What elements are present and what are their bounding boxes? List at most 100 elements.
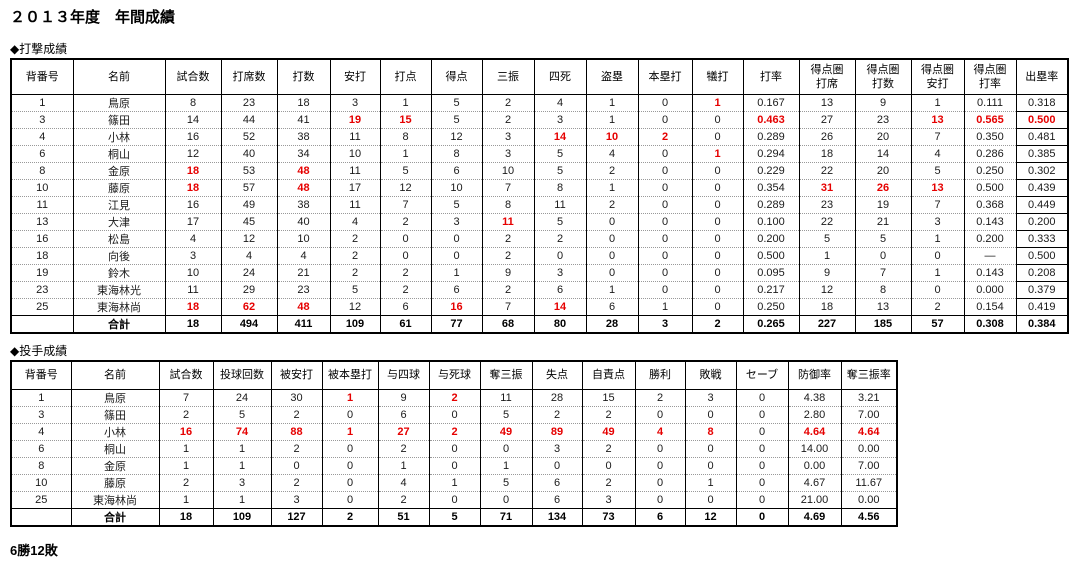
stat-cell: 0 (691, 281, 744, 299)
stat-cell: 2 (428, 423, 481, 441)
stat-cell: 20 (854, 128, 912, 146)
stat-cell: 0.565 (963, 111, 1017, 129)
stat-cell: 9 (854, 94, 912, 112)
stat-cell: 0 (581, 457, 636, 475)
jersey-number-cell: 8 (10, 457, 72, 475)
stat-cell: 0 (637, 247, 693, 265)
stat-cell: 109 (329, 315, 381, 333)
stat-cell: 5 (430, 196, 483, 214)
stat-cell: 12 (684, 508, 737, 526)
stat-cell: 5 (479, 474, 533, 492)
player-name-cell: 向後 (72, 247, 166, 265)
stat-cell: 3.21 (840, 389, 898, 407)
stat-cell: 0 (637, 94, 693, 112)
stat-cell: 3 (531, 440, 583, 458)
stat-cell: 1 (379, 94, 432, 112)
stat-cell: 0.289 (742, 196, 800, 214)
column-header: 得点圏 打率 (963, 59, 1017, 95)
column-header: 試合数 (164, 59, 222, 95)
jersey-number-cell: 10 (10, 179, 74, 197)
stat-cell: 0 (270, 457, 323, 475)
stat-cell: 0 (634, 440, 686, 458)
stat-cell: 49 (479, 423, 533, 441)
stat-cell: 0.217 (742, 281, 800, 299)
stat-cell: 0 (379, 230, 432, 248)
stat-cell: 1 (479, 457, 533, 475)
stat-cell: 0.500 (742, 247, 800, 265)
stat-cell: 1 (212, 440, 272, 458)
player-name-cell: 篠田 (70, 406, 160, 424)
player-row: 10 藤原 2 3 2 0 4 1 5 6 2 0 1 0 4.67 11.67 (10, 474, 898, 492)
stat-cell: 2 (634, 389, 686, 407)
stat-cell: 21 (854, 213, 912, 231)
player-row: 1 鳥原 7 24 30 1 9 2 11 28 15 2 3 0 4.38 3.21 (10, 389, 898, 407)
stat-cell: 2 (585, 196, 639, 214)
stat-cell: 1 (585, 179, 639, 197)
stat-cell: 0.167 (742, 94, 800, 112)
stat-cell: 0 (910, 247, 965, 265)
stat-cell: ― (963, 247, 1017, 265)
stat-cell: 5 (379, 162, 432, 180)
column-header: 四死 (533, 59, 587, 95)
stat-cell: 9 (377, 389, 430, 407)
stat-cell: 0.200 (1015, 213, 1069, 231)
stat-cell: 2 (379, 281, 432, 299)
stat-cell: 23 (276, 281, 331, 299)
stat-cell: 0 (691, 111, 744, 129)
stat-cell: 0 (684, 457, 737, 475)
stat-cell: 27 (377, 423, 430, 441)
column-header: 打点 (379, 59, 432, 95)
stat-cell: 16 (430, 298, 483, 316)
player-row: 25 東海林尚 18 62 48 12 6 16 7 14 6 1 0 0.250 18 13 2 0.154 0.… (10, 298, 1069, 316)
stat-cell: 3 (212, 474, 272, 492)
stat-cell: 2 (270, 406, 323, 424)
stat-cell: 38 (276, 128, 331, 146)
column-header: 犠打 (691, 59, 744, 95)
player-row: 6 桐山 1 1 2 0 2 0 0 3 2 0 0 0 14.00 0.00 (10, 440, 898, 458)
stat-cell: 10 (430, 179, 483, 197)
stat-cell: 80 (533, 315, 587, 333)
stat-cell: 8 (430, 145, 483, 163)
stat-cell: 2 (481, 247, 535, 265)
stat-cell: 3 (910, 213, 965, 231)
stat-cell: 22 (798, 162, 856, 180)
stat-cell: 0.143 (963, 213, 1017, 231)
stat-cell: 19 (329, 111, 381, 129)
stat-cell: 19 (854, 196, 912, 214)
stat-cell: 0 (321, 457, 379, 475)
stat-cell: 2 (379, 264, 432, 282)
stat-cell: 2 (481, 94, 535, 112)
stat-cell: 12 (430, 128, 483, 146)
stat-cell: 6 (531, 491, 583, 509)
stat-cell: 4.38 (787, 389, 842, 407)
stat-cell: 28 (585, 315, 639, 333)
stat-cell: 15 (379, 111, 432, 129)
stat-cell: 11 (329, 196, 381, 214)
stat-cell: 8 (854, 281, 912, 299)
stat-cell: 2 (637, 128, 693, 146)
stat-cell: 4 (533, 94, 587, 112)
stat-cell: 89 (531, 423, 583, 441)
player-row: 3 篠田 14 44 41 19 15 5 2 3 1 0 0 0.463 27 23 13 0.565 0.500 (10, 111, 1069, 129)
stat-cell: 2.80 (787, 406, 842, 424)
stat-cell: 0 (910, 281, 965, 299)
stat-cell: 5 (533, 145, 587, 163)
stat-cell: 0 (428, 440, 481, 458)
stat-cell: 6 (585, 298, 639, 316)
stat-cell: 0 (428, 406, 481, 424)
stat-cell: 1 (910, 94, 965, 112)
stat-cell: 0 (691, 230, 744, 248)
stat-cell: 10 (585, 128, 639, 146)
player-name-cell: 鳥原 (70, 389, 160, 407)
stat-cell: 4.67 (787, 474, 842, 492)
player-row: 3 篠田 2 5 2 0 6 0 5 2 2 0 0 0 2.80 7.00 (10, 406, 898, 424)
column-header: 打率 (742, 59, 800, 95)
stat-cell: 134 (531, 508, 583, 526)
stat-cell: 6 (430, 281, 483, 299)
stat-cell: 0.481 (1015, 128, 1069, 146)
column-header: 背番号 (10, 59, 74, 95)
stat-cell: 1 (684, 474, 737, 492)
stat-cell: 0 (585, 230, 639, 248)
stat-cell: 6 (430, 162, 483, 180)
stat-cell: 12 (220, 230, 278, 248)
